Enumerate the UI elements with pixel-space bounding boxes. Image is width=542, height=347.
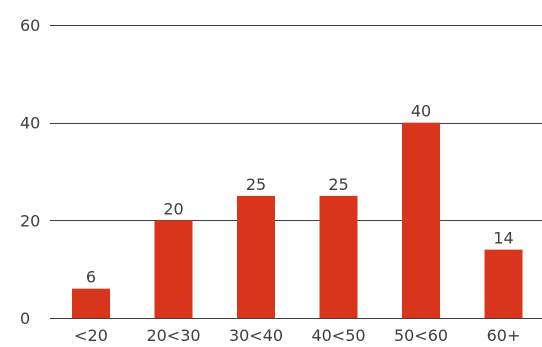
y-tick-label-0: 0	[20, 309, 30, 328]
category-label-1: 20<30	[146, 326, 200, 345]
bars	[72, 122, 523, 319]
category-label-3: 40<50	[311, 326, 365, 345]
bar-5	[484, 249, 523, 318]
category-label-4: 50<60	[394, 326, 448, 345]
gridlines	[50, 25, 542, 319]
data-label-4: 40	[411, 102, 431, 121]
category-label-5: 60+	[487, 326, 521, 345]
category-label-2: 30<40	[229, 326, 283, 345]
data-label-0: 6	[86, 268, 96, 287]
data-labels: 6 20 25 25 40 14	[86, 102, 514, 287]
bar-1	[154, 220, 193, 318]
category-label-0: <20	[74, 326, 108, 345]
y-tick-label-40: 40	[20, 114, 40, 133]
data-label-5: 14	[493, 229, 513, 248]
x-axis-category-labels: <20 20<30 30<40 40<50 50<60 60+	[74, 326, 520, 345]
bar-3	[319, 195, 358, 318]
bar-0	[72, 288, 110, 318]
data-label-1: 20	[163, 199, 183, 218]
bar-2	[237, 195, 275, 318]
y-axis-tick-labels: 0 20 40 60	[20, 16, 40, 328]
bar-4	[402, 122, 440, 319]
y-tick-label-60: 60	[20, 16, 40, 35]
data-label-2: 25	[246, 175, 266, 194]
data-label-3: 25	[328, 175, 348, 194]
y-tick-label-20: 20	[20, 211, 40, 230]
